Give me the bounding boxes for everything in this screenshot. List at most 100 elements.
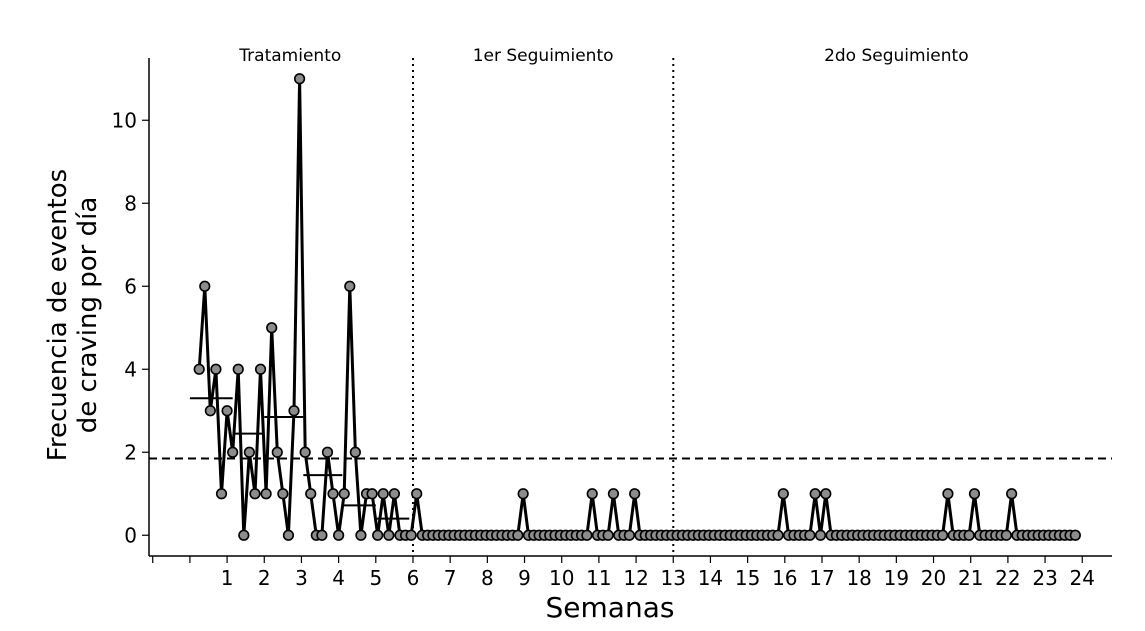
data-point [963, 529, 975, 541]
data-point [210, 363, 222, 375]
data-point [271, 446, 283, 458]
data-point [321, 446, 334, 458]
data-point [316, 529, 328, 541]
data-point [607, 488, 620, 500]
data-point [388, 488, 400, 500]
data-point [777, 488, 789, 500]
data-point [405, 529, 417, 541]
data-point [1006, 488, 1018, 500]
data-point [344, 280, 356, 292]
x-tick-label: 22 [995, 566, 1020, 590]
x-tick-label: 5 [369, 566, 382, 590]
y-tick-label: 2 [124, 440, 137, 464]
data-point [249, 488, 261, 500]
data-point [277, 488, 289, 500]
phase-label: 2do Seguimiento [824, 46, 969, 66]
data-point [282, 529, 295, 541]
data-point [288, 405, 300, 417]
phase-label: Tratamiento [238, 46, 341, 66]
y-axis-title-line1: Frecuencia de eventos [43, 169, 73, 461]
x-tick-label: 10 [549, 566, 574, 590]
data-point [581, 529, 593, 541]
x-tick-label: 20 [921, 566, 946, 590]
data-point [243, 446, 255, 458]
x-tick-label: 3 [295, 566, 308, 590]
x-tick-label: 13 [661, 566, 686, 590]
x-tick-label: 6 [407, 566, 420, 590]
data-point [215, 488, 228, 500]
data-point [804, 529, 816, 541]
data-point [349, 446, 361, 458]
data-point [512, 529, 524, 541]
data-point [254, 363, 267, 375]
data-point [238, 529, 250, 541]
data-point [772, 529, 784, 541]
reference-lines [149, 58, 1112, 556]
data-point [204, 405, 216, 417]
data-point [1069, 529, 1081, 541]
data-point [221, 405, 233, 417]
data-point [199, 280, 211, 292]
phase-label: 1er Seguimiento [473, 46, 614, 66]
data-point [820, 488, 832, 500]
x-tick-label: 8 [481, 566, 494, 590]
x-tick-label: 17 [809, 566, 834, 590]
data-point [299, 446, 311, 458]
data-point [586, 488, 598, 500]
y-axis-title-line2: de craving por día [73, 197, 103, 434]
data-point [809, 488, 821, 500]
data-series [197, 77, 1076, 537]
data-point [305, 488, 317, 500]
data-point [383, 529, 395, 541]
x-tick-label: 23 [1032, 566, 1057, 590]
data-point [942, 488, 954, 500]
data-point [629, 488, 641, 500]
data-point [937, 529, 949, 541]
x-tick-label: 7 [444, 566, 457, 590]
x-tick-label: 1 [221, 566, 234, 590]
data-point [193, 363, 205, 375]
data-point [266, 322, 278, 334]
data-points [193, 73, 1081, 541]
data-point [260, 488, 272, 500]
x-tick-label: 18 [846, 566, 871, 590]
y-tick-label: 10 [112, 108, 137, 132]
data-point [968, 488, 981, 500]
data-point [355, 529, 367, 541]
x-tick-label: 9 [518, 566, 531, 590]
x-tick-label: 14 [698, 566, 723, 590]
craving-series-line [197, 77, 1076, 537]
data-point [814, 529, 827, 541]
x-tick-label: 12 [623, 566, 648, 590]
data-point [338, 488, 350, 500]
data-point [1000, 529, 1012, 541]
axis-labels: Semanas Frecuencia de eventos de craving… [43, 46, 969, 624]
data-point [372, 529, 384, 541]
y-tick-label: 4 [124, 357, 137, 381]
x-tick-label: 11 [586, 566, 611, 590]
x-tick-label: 16 [772, 566, 797, 590]
data-point [366, 488, 378, 500]
x-tick-label: 15 [735, 566, 760, 590]
x-tick-label: 21 [958, 566, 983, 590]
x-axis-title: Semanas [546, 591, 675, 624]
axes: 1 2 3 4 5 6 7 8 9 10 11 12 13 14 15 16 17 18 19 20 21 22 23 240… [112, 58, 1112, 590]
data-point [293, 73, 306, 85]
data-point [327, 488, 339, 500]
data-point [227, 446, 239, 458]
data-point [602, 529, 614, 541]
y-tick-label: 8 [124, 191, 137, 215]
x-tick-label: 24 [1070, 566, 1095, 590]
x-tick-label: 19 [884, 566, 909, 590]
y-tick-label: 6 [124, 274, 137, 298]
data-point [333, 529, 345, 541]
x-tick-label: 2 [258, 566, 271, 590]
data-point [623, 529, 635, 541]
y-tick-label: 0 [124, 523, 137, 547]
data-point [411, 488, 423, 500]
data-point [517, 488, 529, 500]
data-point [377, 488, 389, 500]
data-point [232, 363, 244, 375]
x-tick-label: 4 [332, 566, 345, 590]
